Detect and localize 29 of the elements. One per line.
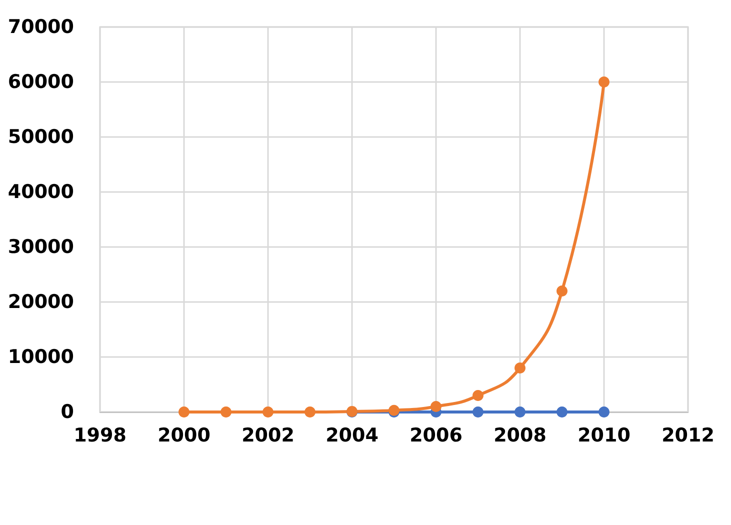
y-tick-label: 50000 <box>8 126 74 148</box>
x-tick-label: 2008 <box>494 424 546 446</box>
point <box>472 406 484 418</box>
point <box>262 406 274 418</box>
point <box>598 76 610 88</box>
point <box>514 362 526 374</box>
y-tick-label: 70000 <box>8 16 74 38</box>
x-tick-label: 2006 <box>410 424 462 446</box>
y-tick-label: 20000 <box>8 291 74 313</box>
y-tick-label: 0 <box>60 401 74 423</box>
x-tick-label: 2012 <box>662 424 714 446</box>
point <box>430 401 442 412</box>
y-tick-label: 10000 <box>8 346 74 368</box>
x-tick-label: 2002 <box>242 424 294 446</box>
point <box>598 406 610 418</box>
y-tick-label: 30000 <box>8 236 74 258</box>
point <box>556 406 568 418</box>
y-tick-label: 60000 <box>8 71 74 93</box>
point <box>220 406 232 418</box>
point <box>514 406 526 418</box>
point <box>178 406 190 418</box>
point <box>304 406 316 418</box>
x-tick-label: 2010 <box>578 424 630 446</box>
x-tick-label: 2004 <box>326 424 378 446</box>
y-tick-label: 40000 <box>8 181 74 203</box>
x-tick-label: 2000 <box>158 424 210 446</box>
point <box>472 390 484 401</box>
x-tick-label: 1998 <box>74 424 126 446</box>
point <box>556 286 568 296</box>
